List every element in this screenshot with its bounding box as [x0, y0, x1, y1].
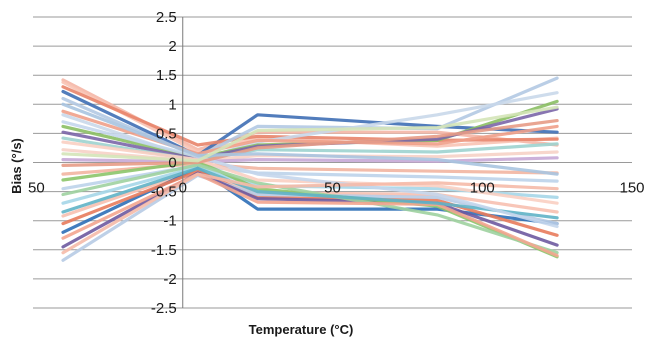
x-tick-label-2: 50	[324, 180, 341, 197]
series-line-27	[61, 102, 559, 176]
x-tick-label-3: 100	[470, 180, 495, 197]
series-line-3	[61, 85, 559, 147]
series-line-21	[61, 163, 559, 255]
series-line-22	[61, 172, 559, 258]
series-line-19	[61, 171, 559, 249]
series-line-23	[61, 166, 559, 220]
y-tick-label-3: 1	[168, 96, 176, 113]
gridlines	[33, 16, 632, 309]
y-tick-label-1: 2	[168, 38, 176, 55]
x-axis-title: Temperature (°C)	[249, 322, 354, 337]
y-tick-label-2: 1.5	[156, 67, 177, 84]
x-tick-label-0: 50	[28, 180, 45, 197]
x-tick-label-1: 0	[179, 180, 187, 197]
series-line-28	[61, 105, 559, 163]
y-tick-label-9: -2	[163, 271, 176, 288]
series-line-25	[61, 120, 559, 229]
series-line-24	[61, 140, 559, 205]
series-line-29	[61, 172, 559, 255]
series-lines	[61, 76, 559, 262]
x-tick-label-4: 150	[619, 180, 644, 197]
y-tick-label-0: 2.5	[156, 9, 177, 26]
tick-labels: 2.521.510.50-0.5-1-1.5-2-2.550 0 50 100 150	[28, 9, 645, 317]
y-axis-title: Bias (°/s)	[9, 138, 24, 194]
series-line-11	[61, 156, 559, 164]
series-line-1	[61, 80, 559, 154]
y-tick-label-8: -1.5	[151, 242, 177, 259]
y-tick-label-4: 0.5	[156, 125, 177, 142]
series-line-26	[61, 118, 559, 167]
y-tick-label-7: -1	[163, 213, 176, 230]
y-tick-label-10: -2.5	[151, 300, 177, 317]
y-tick-label-6: -0.5	[151, 184, 177, 201]
y-tick-label-5: 0	[168, 155, 176, 172]
series-line-7	[61, 107, 559, 161]
